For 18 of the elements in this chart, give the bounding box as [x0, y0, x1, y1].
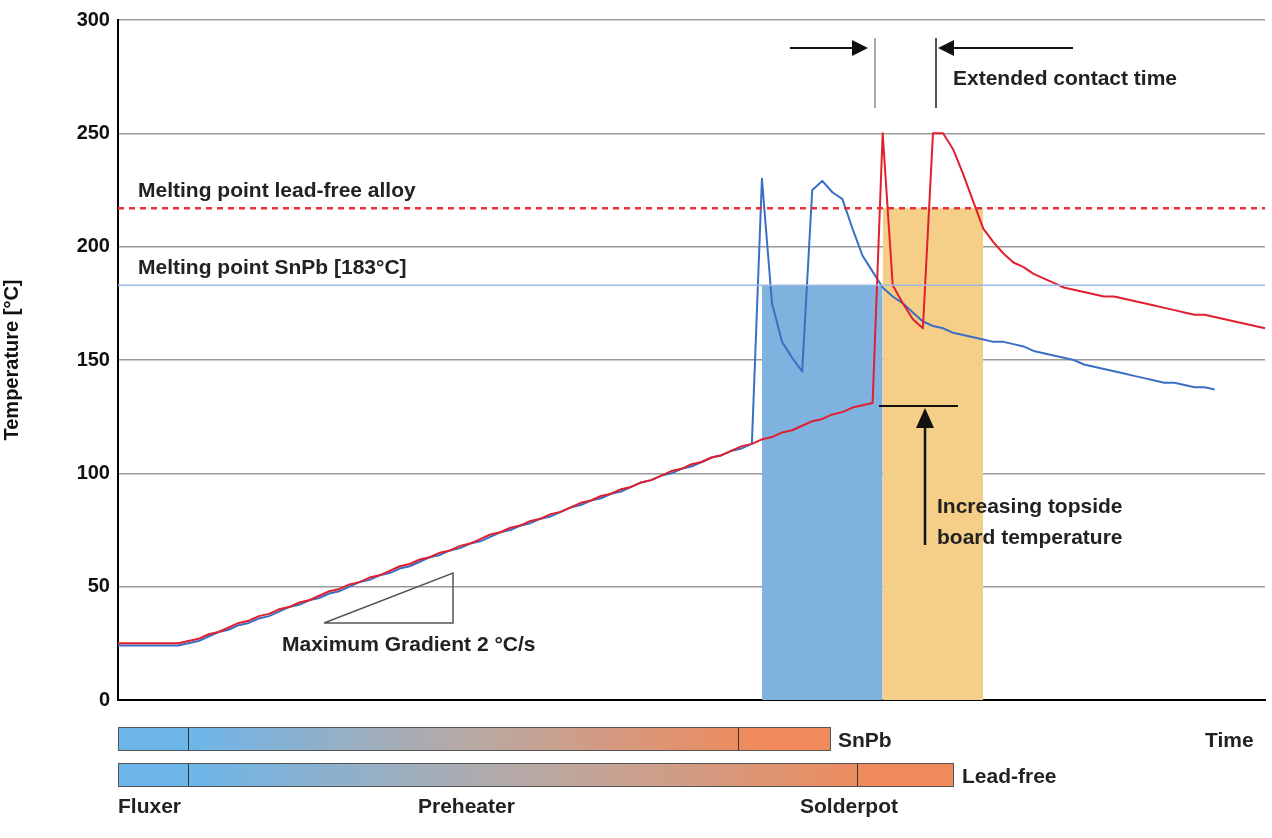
y-tick-label: 200 — [76, 234, 110, 257]
text: Lead-free — [962, 763, 1057, 789]
y-tick-label: 250 — [76, 120, 110, 143]
ref-line-label: Melting point lead-free alloy — [138, 178, 417, 202]
text: Fluxer — [118, 793, 182, 819]
y-tick-label: 0 — [98, 687, 110, 710]
y-tick-label: 300 — [76, 7, 110, 30]
x-axis-title: Time — [1205, 727, 1254, 753]
annotation: Maximum Gradient 2 °C/s — [282, 631, 536, 657]
y-tick-label: 150 — [76, 347, 110, 370]
y-tick-label: 50 — [87, 574, 110, 597]
annotation: Extended contact time — [953, 65, 1178, 91]
y-axis-title: Temperature [°C] — [0, 279, 22, 441]
ref-line-label: Melting point SnPb [183°C] — [138, 255, 407, 279]
text: Solderpot — [800, 793, 898, 819]
text: SnPb — [838, 727, 892, 753]
y-tick-label: 100 — [76, 460, 110, 483]
text: Preheater — [418, 793, 515, 819]
